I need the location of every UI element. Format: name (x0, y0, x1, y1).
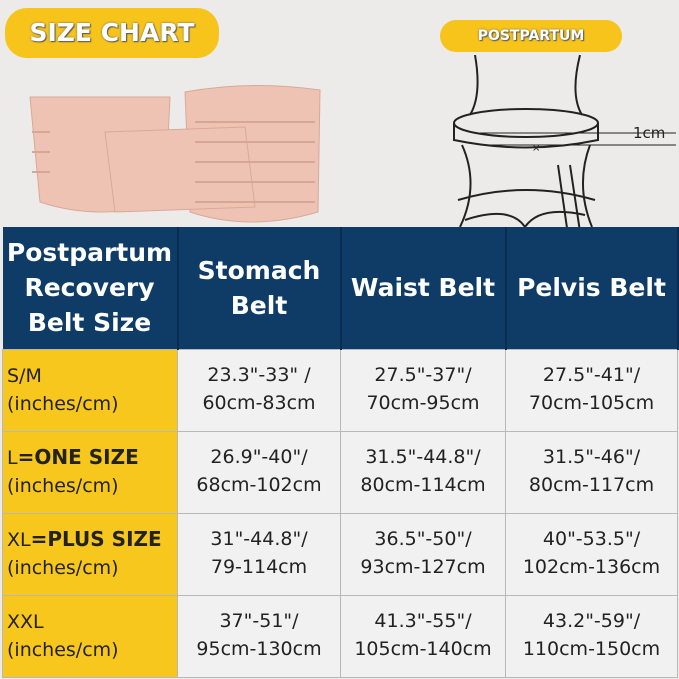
size-cell: XXL (inches/cm) (2, 594, 178, 678)
cm: 110cm-150cm (522, 638, 661, 660)
header-size: Postpartum Recovery Belt Size (2, 227, 179, 349)
cm: 95cm-130cm (196, 638, 322, 660)
size-table: Postpartum Recovery Belt Size Stomach Be… (2, 227, 679, 678)
table-row: L=ONE SIZE (inches/cm) 26.9"-40"/ 68cm-102… (2, 430, 678, 514)
table-row: XXL (inches/cm) 37"-51"/ 95cm-130cm 41.3"-… (2, 594, 678, 678)
inches: 23.3"-33" / (207, 364, 311, 387)
cm: 102cm-136cm (522, 556, 661, 578)
stomach-cell: 37"-51"/ 95cm-130cm (177, 594, 341, 678)
size-label: XL (7, 529, 31, 552)
cm: 105cm-140cm (354, 638, 492, 660)
inches: 41.3"-55"/ (374, 610, 472, 633)
pelvis-cell: 31.5"-46"/ 80cm-117cm (505, 430, 678, 514)
pelvis-cell: 40"-53.5"/ 102cm-136cm (505, 512, 678, 596)
size-cell: L=ONE SIZE (inches/cm) (2, 430, 178, 514)
size-label: S/M (7, 365, 42, 388)
cm: 68cm-102cm (196, 474, 322, 496)
postpartum-badge: POSTPARTUM (440, 20, 622, 52)
header-waist-belt: Waist Belt (340, 227, 507, 349)
cm: 80cm-114cm (360, 474, 486, 496)
stomach-cell: 26.9"-40"/ 68cm-102cm (177, 430, 341, 514)
inches: 31.5"-44.8"/ (365, 446, 481, 469)
cm: 79-114cm (210, 556, 308, 578)
inches: 37"-51"/ (219, 610, 299, 633)
cm: 70cm-105cm (528, 392, 655, 414)
measure-label: 1cm (633, 124, 666, 142)
cm: 93cm-127cm (360, 556, 486, 578)
svg-text:×: × (532, 143, 540, 154)
waist-cell: 41.3"-55"/ 105cm-140cm (340, 594, 506, 678)
cm: 80cm-117cm (528, 474, 655, 496)
stomach-cell: 31"-44.8"/ 79-114cm (177, 512, 341, 596)
header-pelvis-belt: Pelvis Belt (505, 227, 679, 349)
table-row: XL=PLUS SIZE (inches/cm) 31"-44.8"/ 79-114… (2, 512, 678, 596)
inches: 27.5"-41"/ (542, 364, 641, 387)
size-label: XXL (7, 611, 44, 634)
belts-product-image (29, 84, 321, 223)
inches: 31"-44.8"/ (210, 528, 308, 551)
inches: 40"-53.5"/ (542, 528, 641, 551)
unit-label: (inches/cm) (7, 475, 119, 497)
table-row: S/M (inches/cm) 23.3"-33" / 60cm-83cm 27.5… (2, 348, 678, 432)
size-chart-badge: SIZE CHART (5, 8, 219, 58)
header-stomach-belt: Stomach Belt (177, 227, 342, 349)
unit-label: (inches/cm) (7, 393, 119, 415)
unit-label: (inches/cm) (7, 639, 119, 661)
body-measurement-diagram: × (453, 55, 676, 227)
cm: 60cm-83cm (202, 392, 316, 414)
size-bold-label: =PLUS SIZE (30, 527, 162, 552)
table-header-row: Postpartum Recovery Belt Size Stomach Be… (2, 227, 679, 349)
waist-cell: 36.5"-50"/ 93cm-127cm (340, 512, 506, 596)
unit-label: (inches/cm) (7, 557, 119, 579)
stomach-cell: 23.3"-33" / 60cm-83cm (177, 348, 341, 432)
inches: 36.5"-50"/ (374, 528, 472, 551)
pelvis-cell: 43.2"-59"/ 110cm-150cm (505, 594, 678, 678)
waist-cell: 31.5"-44.8"/ 80cm-114cm (340, 430, 506, 514)
inches: 27.5"-37"/ (374, 364, 472, 387)
inches: 26.9"-40"/ (210, 446, 308, 469)
size-cell: XL=PLUS SIZE (inches/cm) (2, 512, 178, 596)
inches: 31.5"-46"/ (542, 446, 641, 469)
pelvis-cell: 27.5"-41"/ 70cm-105cm (505, 348, 678, 432)
size-label: L (7, 447, 18, 470)
waist-cell: 27.5"-37"/ 70cm-95cm (340, 348, 506, 432)
size-cell: S/M (inches/cm) (2, 348, 178, 432)
size-bold-label: =ONE SIZE (17, 445, 139, 470)
inches: 43.2"-59"/ (542, 610, 641, 633)
cm: 70cm-95cm (366, 392, 480, 414)
